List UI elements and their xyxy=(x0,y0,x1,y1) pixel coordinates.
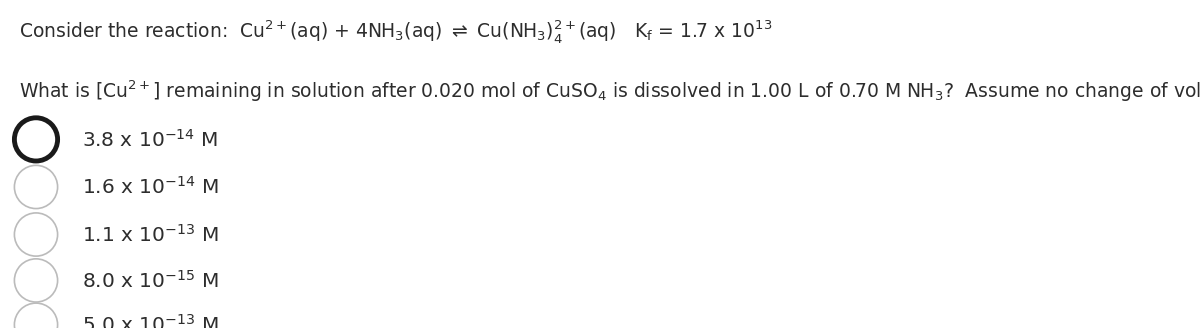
Text: What is [Cu$^{2+}$] remaining in solution after 0.020 mol of CuSO$_4$ is dissolv: What is [Cu$^{2+}$] remaining in solutio… xyxy=(19,79,1200,104)
Text: Consider the reaction:  Cu$^{2+}$(aq) + 4NH$_3$(aq) $\rightleftharpoons$ Cu(NH$_: Consider the reaction: Cu$^{2+}$(aq) + 4… xyxy=(19,18,773,45)
Text: 3.8 x 10$^{-14}$ M: 3.8 x 10$^{-14}$ M xyxy=(82,129,217,150)
Text: 5.0 x 10$^{-13}$ M: 5.0 x 10$^{-13}$ M xyxy=(82,314,218,328)
Text: 1.6 x 10$^{-14}$ M: 1.6 x 10$^{-14}$ M xyxy=(82,176,218,198)
Text: 8.0 x 10$^{-15}$ M: 8.0 x 10$^{-15}$ M xyxy=(82,270,218,291)
Text: 1.1 x 10$^{-13}$ M: 1.1 x 10$^{-13}$ M xyxy=(82,224,218,245)
